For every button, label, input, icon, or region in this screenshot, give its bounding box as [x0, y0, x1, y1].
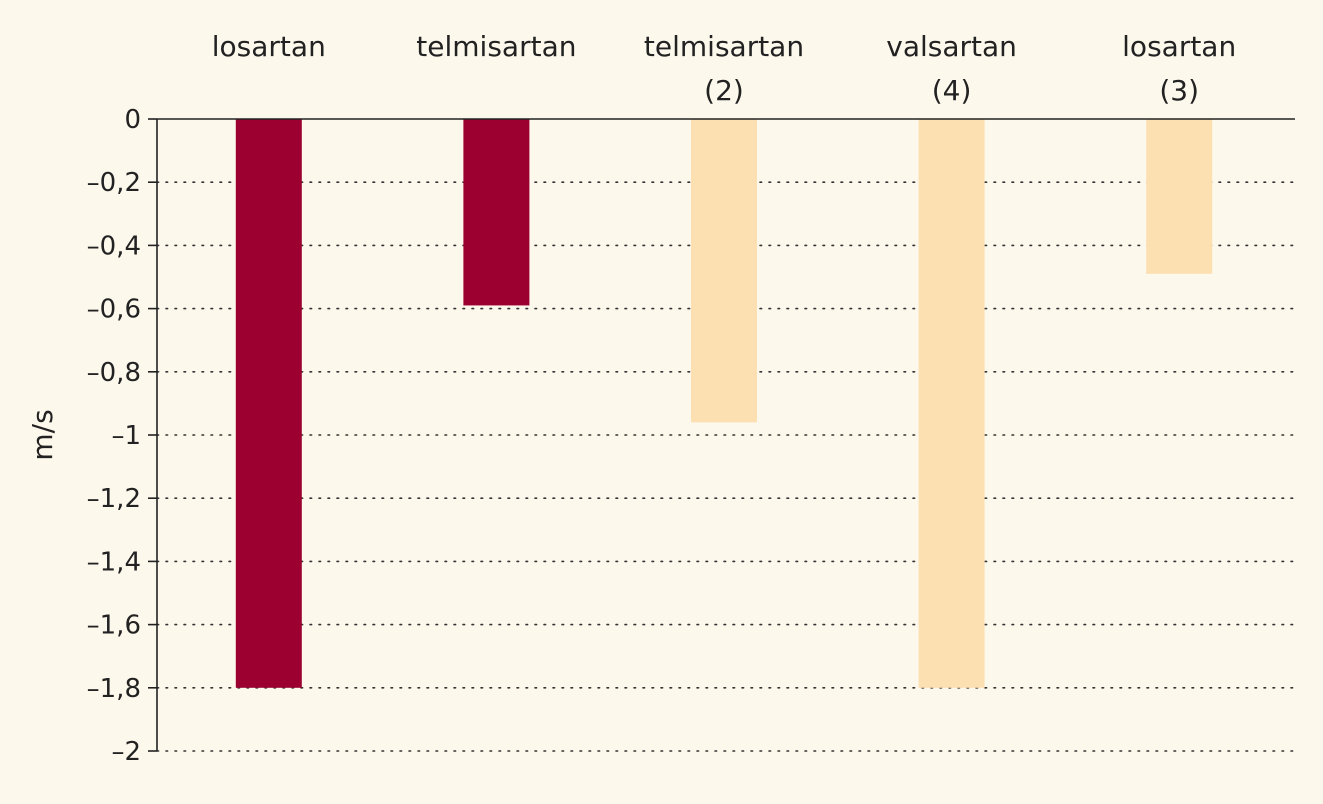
bar [463, 119, 530, 306]
category-label: losartan [212, 30, 326, 63]
category-label: telmisartan [416, 30, 576, 63]
bars [235, 119, 1213, 688]
category-label: valsartan [886, 30, 1017, 63]
y-tick-label: –1 [111, 421, 141, 451]
category-label: (2) [704, 74, 744, 107]
axes [148, 118, 1295, 752]
y-tick-label: –1,4 [87, 547, 141, 577]
y-tick-label: –1,2 [87, 484, 141, 514]
y-tick-label: –1,8 [87, 674, 141, 704]
y-tick-label: –1,6 [87, 611, 141, 641]
y-tick-labels: 0 –0,2 –0,4 –0,6 –0,8 –1 –1,2 –1,4 –1,6 –1,8 –2 [87, 105, 141, 767]
category-labels: losartan telmisartan telmisartan (2) valsart… [212, 30, 1236, 107]
category-label: (3) [1159, 74, 1199, 107]
category-label: losartan [1122, 30, 1236, 63]
y-tick-label: –0,8 [87, 358, 141, 388]
y-tick-label: –0,2 [87, 168, 141, 198]
bar [691, 119, 757, 423]
y-tick-label: –2 [111, 737, 141, 767]
y-tick-label: –0,6 [87, 295, 141, 325]
y-axis-title: m/s [26, 409, 59, 460]
category-label: telmisartan [644, 30, 804, 63]
y-tick-label: –0,4 [87, 231, 141, 261]
bar [918, 119, 985, 688]
bar [1146, 119, 1213, 274]
y-tick-label: 0 [124, 105, 141, 135]
bar [235, 119, 302, 688]
category-label: (4) [932, 74, 972, 107]
